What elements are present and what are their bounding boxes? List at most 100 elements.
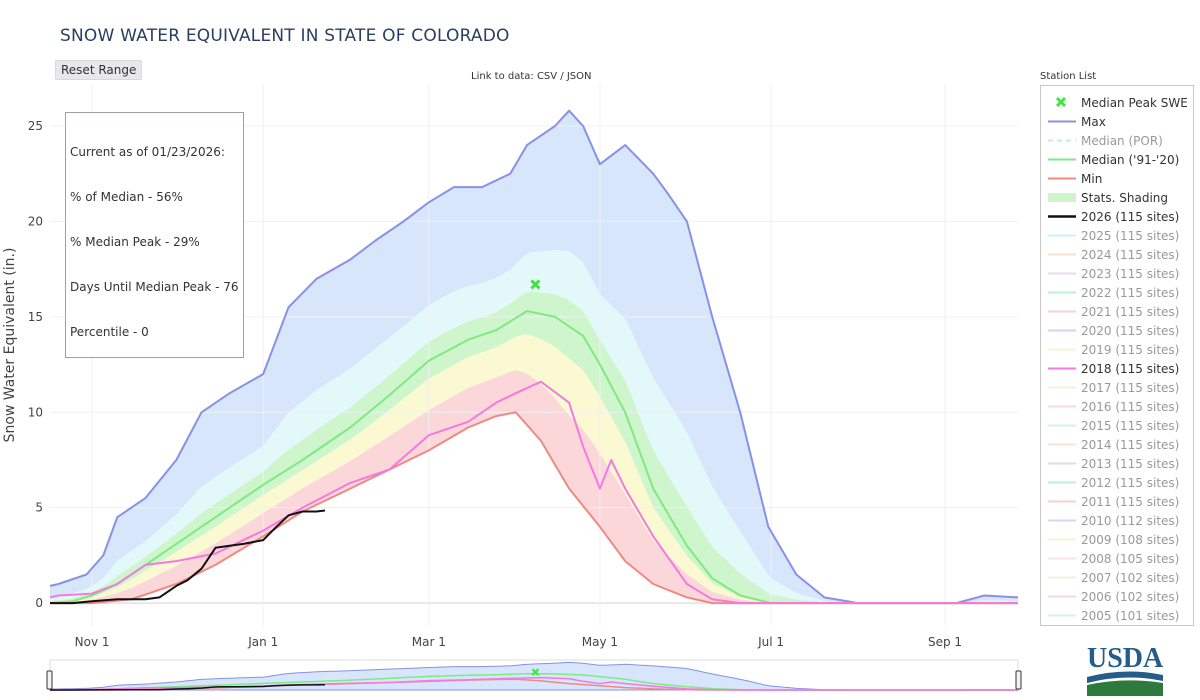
legend-label: 2012 (115 sites) <box>1081 475 1180 490</box>
legend-item-2014-115-sites[interactable]: 2014 (115 sites) <box>1041 435 1179 454</box>
median-peak-marker[interactable] <box>530 279 541 290</box>
series-line-median-91-20[interactable] <box>49 310 1018 605</box>
legend-item-2009-108-sites[interactable]: 2009 (108 sites) <box>1041 530 1179 549</box>
series-line-min[interactable] <box>50 411 1018 605</box>
chart-legend: Median Peak SWE Max Median (POR) Median ('9… <box>1040 85 1194 626</box>
range-slider-right-handle[interactable] <box>1015 670 1022 690</box>
y-tick-label: 20 <box>28 214 43 228</box>
range-slider-left-handle[interactable] <box>46 670 53 690</box>
legend-line-icon <box>1041 112 1081 131</box>
legend-line-icon <box>1041 492 1081 511</box>
series-line-2018-115-sites[interactable] <box>49 380 1018 605</box>
legend-line-icon <box>1041 359 1081 378</box>
legend-line-icon <box>1041 150 1081 169</box>
usda-logo: USDA <box>1085 641 1165 700</box>
legend-item-median-91-20[interactable]: Median ('91-'20) <box>1041 150 1179 169</box>
legend-label: 2020 (115 sites) <box>1081 323 1180 338</box>
band-50-to-30 <box>50 334 1018 604</box>
legend-line-icon <box>1041 549 1081 568</box>
legend-line-icon <box>1041 245 1081 264</box>
chart-axes: 0 5 10 15 20 25 Nov 1 Jan 1 Mar 1 May 1 Jul 1 Sep 1 <box>28 119 962 649</box>
legend-item-2019-115-sites[interactable]: 2019 (115 sites) <box>1041 340 1179 359</box>
legend-item-2010-112-sites[interactable]: 2010 (112 sites) <box>1041 511 1179 530</box>
legend-item-median-peak-swe[interactable]: Median Peak SWE <box>1041 93 1188 112</box>
station-list-link[interactable]: Station List <box>1040 71 1097 82</box>
legend-label: 2025 (115 sites) <box>1081 228 1180 243</box>
legend-label: 2016 (115 sites) <box>1081 399 1180 414</box>
legend-line-icon <box>1041 416 1081 435</box>
legend-line-icon <box>1041 264 1081 283</box>
legend-label: 2005 (101 sites) <box>1081 608 1180 623</box>
y-tick-label: 15 <box>28 310 43 324</box>
legend-item-2018-115-sites[interactable]: 2018 (115 sites) <box>1041 359 1179 378</box>
legend-item-max[interactable]: Max <box>1041 112 1106 131</box>
legend-line-icon <box>1041 340 1081 359</box>
legend-label: Median ('91-'20) <box>1081 152 1180 167</box>
info-days-until-peak: Days Until Median Peak - 76 <box>70 280 239 294</box>
y-tick-label: 0 <box>35 596 43 610</box>
legend-line-icon <box>1041 606 1081 625</box>
legend-label: 2014 (115 sites) <box>1081 437 1180 452</box>
legend-item-2005-101-sites[interactable]: 2005 (101 sites) <box>1041 606 1179 625</box>
legend-item-2012-115-sites[interactable]: 2012 (115 sites) <box>1041 473 1179 492</box>
y-tick-label: 5 <box>35 501 43 515</box>
legend-item-2011-115-sites[interactable]: 2011 (115 sites) <box>1041 492 1179 511</box>
legend-item-2013-115-sites[interactable]: 2013 (115 sites) <box>1041 454 1179 473</box>
series-line-2026-115-sites[interactable] <box>50 509 326 605</box>
legend-line-icon <box>1041 568 1081 587</box>
y-tick-label: 10 <box>28 405 43 419</box>
legend-label: 2026 (115 sites) <box>1081 209 1180 224</box>
legend-item-2006-102-sites[interactable]: 2006 (102 sites) <box>1041 587 1179 606</box>
legend-item-2021-115-sites[interactable]: 2021 (115 sites) <box>1041 302 1179 321</box>
legend-label: Max <box>1081 114 1106 129</box>
reset-range-button[interactable]: Reset Range <box>55 60 143 80</box>
legend-item-2007-102-sites[interactable]: 2007 (102 sites) <box>1041 568 1179 587</box>
legend-item-2016-115-sites[interactable]: 2016 (115 sites) <box>1041 397 1179 416</box>
range-slider-series <box>50 684 326 691</box>
legend-label: 2024 (115 sites) <box>1081 247 1180 262</box>
legend-item-2024-115-sites[interactable]: 2024 (115 sites) <box>1041 245 1179 264</box>
legend-item-2022-115-sites[interactable]: 2022 (115 sites) <box>1041 283 1179 302</box>
legend-label: Median (POR) <box>1081 133 1163 148</box>
x-tick-label: May 1 <box>582 635 618 649</box>
range-slider[interactable] <box>46 659 1022 691</box>
data-link[interactable]: Link to data: CSV / JSON <box>471 71 592 82</box>
legend-label: Median Peak SWE <box>1081 95 1188 110</box>
legend-label: Min <box>1081 171 1103 186</box>
legend-label: 2022 (115 sites) <box>1081 285 1180 300</box>
legend-item-2008-105-sites[interactable]: 2008 (105 sites) <box>1041 549 1179 568</box>
legend-dash-icon <box>1041 131 1081 150</box>
legend-label: 2011 (115 sites) <box>1081 494 1180 509</box>
legend-line-icon <box>1041 454 1081 473</box>
legend-label: 2019 (115 sites) <box>1081 342 1180 357</box>
legend-line-icon <box>1041 587 1081 606</box>
usda-logo-text: USDA <box>1087 643 1164 674</box>
y-axis-label: Snow Water Equivalent (in.) <box>2 248 18 443</box>
legend-item-2020-115-sites[interactable]: 2020 (115 sites) <box>1041 321 1179 340</box>
legend-line-icon <box>1041 397 1081 416</box>
legend-line-icon <box>1041 302 1081 321</box>
x-tick-label: Jul 1 <box>757 635 784 649</box>
x-tick-label: Mar 1 <box>412 635 446 649</box>
y-tick-label: 25 <box>28 119 43 133</box>
band-30-to-min <box>50 370 1018 604</box>
legend-item-2025-115-sites[interactable]: 2025 (115 sites) <box>1041 226 1179 245</box>
legend-label: 2015 (115 sites) <box>1081 418 1180 433</box>
legend-item-median-por[interactable]: Median (POR) <box>1041 131 1163 150</box>
info-current-date: Current as of 01/23/2026: <box>70 145 225 159</box>
legend-line-icon <box>1041 321 1081 340</box>
legend-item-stats-shading[interactable]: Stats. Shading <box>1041 188 1168 207</box>
legend-line-icon <box>1041 226 1081 245</box>
legend-line-icon <box>1041 530 1081 549</box>
legend-item-min[interactable]: Min <box>1041 169 1102 188</box>
legend-item-2017-115-sites[interactable]: 2017 (115 sites) <box>1041 378 1179 397</box>
legend-item-2023-115-sites[interactable]: 2023 (115 sites) <box>1041 264 1179 283</box>
legend-label: 2006 (102 sites) <box>1081 589 1180 604</box>
x-tick-label: Jan 1 <box>247 635 278 649</box>
legend-label: 2017 (115 sites) <box>1081 380 1180 395</box>
series-line-max[interactable] <box>49 109 1019 605</box>
stats-shading-bands <box>50 112 1018 604</box>
legend-item-2026-115-sites[interactable]: 2026 (115 sites) <box>1041 207 1179 226</box>
legend-item-2015-115-sites[interactable]: 2015 (115 sites) <box>1041 416 1179 435</box>
